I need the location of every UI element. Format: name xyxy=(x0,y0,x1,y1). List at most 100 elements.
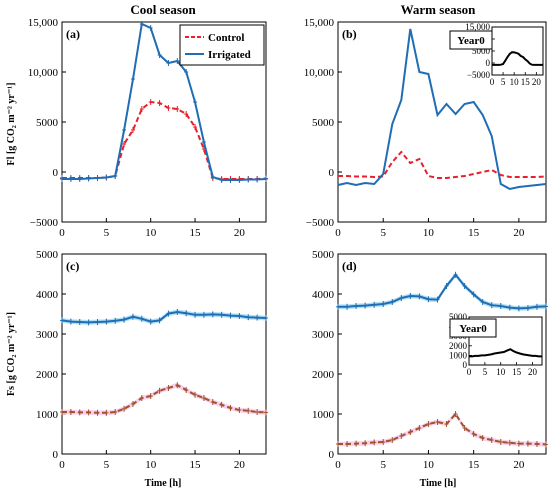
data-point xyxy=(113,173,118,179)
column-title-warm: Warm season xyxy=(401,2,477,17)
data-point xyxy=(104,318,109,325)
data-point xyxy=(77,176,82,182)
y-tick-label: 2000 xyxy=(312,369,335,381)
data-point xyxy=(354,303,359,309)
data-point xyxy=(130,127,135,133)
data-point xyxy=(95,409,100,416)
x-tick-label: 10 xyxy=(145,459,157,471)
data-point xyxy=(462,425,467,431)
data-point xyxy=(139,106,144,112)
x-tick-label: 20 xyxy=(513,227,525,239)
data-point xyxy=(426,421,431,427)
data-point xyxy=(77,409,82,416)
data-point xyxy=(534,303,539,310)
data-point xyxy=(166,310,171,317)
legend: Control Irrigated xyxy=(179,24,265,66)
fs-ylabel: Fs [g CO₂ m⁻² yr⁻¹] xyxy=(6,312,17,396)
y-tick-label: 15,000 xyxy=(304,17,335,29)
data-point xyxy=(264,176,268,182)
panel-label: (b) xyxy=(342,27,357,41)
legend-control-label: Control xyxy=(208,32,244,44)
series-line xyxy=(337,28,547,191)
y-tick-label: 2000 xyxy=(36,369,59,381)
x-tick-label: 15 xyxy=(468,227,480,239)
x-tick-label: 5 xyxy=(380,227,386,239)
data-point xyxy=(246,314,251,321)
data-point xyxy=(201,395,206,401)
data-point xyxy=(264,315,268,321)
plot-frame xyxy=(61,253,267,455)
data-point xyxy=(201,139,206,145)
data-point xyxy=(122,316,127,323)
inset-x-tick-label: 0 xyxy=(467,367,472,377)
inset-label: Year0 xyxy=(459,323,487,335)
data-point xyxy=(255,176,260,183)
data-point xyxy=(219,177,224,183)
inset-x-tick-label: 10 xyxy=(496,367,506,377)
data-point xyxy=(480,299,485,305)
series-irrigated xyxy=(60,309,268,326)
data-point xyxy=(201,311,206,318)
data-point xyxy=(417,425,422,431)
y-tick-label: 0 xyxy=(329,449,335,461)
data-point xyxy=(498,303,503,309)
series-line xyxy=(62,100,267,180)
data-point xyxy=(148,25,153,31)
inset: 01000200030004000500005101520Year0 xyxy=(449,312,543,377)
inset-label-box xyxy=(449,30,493,50)
x-tick-label: 20 xyxy=(513,459,525,471)
series-line xyxy=(338,412,547,446)
data-point xyxy=(237,407,242,413)
data-point xyxy=(184,387,189,393)
x-tick-label: 0 xyxy=(59,459,65,471)
data-point xyxy=(390,437,395,443)
y-tick-label: 10,000 xyxy=(28,67,59,79)
data-point xyxy=(444,421,449,427)
data-point xyxy=(184,111,189,117)
data-point xyxy=(68,409,73,415)
x-tick-label: 20 xyxy=(234,459,246,471)
data-point xyxy=(68,318,73,325)
y-tick-label: 0 xyxy=(53,449,59,461)
data-point xyxy=(507,439,512,446)
data-point xyxy=(435,296,440,303)
series-line xyxy=(62,384,267,414)
data-point xyxy=(68,176,73,182)
x-tick-label: 0 xyxy=(335,227,341,239)
y-tick-label: 4000 xyxy=(36,289,59,301)
data-point xyxy=(444,283,449,289)
data-point xyxy=(175,309,180,315)
panel-label: (c) xyxy=(66,259,79,273)
data-point xyxy=(139,395,144,401)
data-point xyxy=(175,382,180,389)
data-point xyxy=(381,301,386,307)
series-irrigated xyxy=(336,271,548,312)
data-point xyxy=(246,407,251,414)
data-point xyxy=(417,293,422,300)
data-point xyxy=(237,313,242,319)
x-tick-label: 10 xyxy=(423,459,435,471)
inset-y-tick-label: 15,000 xyxy=(465,22,490,32)
y-tick-label: 0 xyxy=(329,167,335,179)
data-point xyxy=(399,433,404,439)
data-point xyxy=(130,401,135,407)
y-tick-label: 1000 xyxy=(312,409,335,421)
inset-x-tick-label: 15 xyxy=(512,367,522,377)
y-tick-label: −5000 xyxy=(30,217,59,229)
data-point xyxy=(471,431,476,437)
series-control xyxy=(338,150,547,179)
data-point xyxy=(489,302,494,309)
x-tick-label: 15 xyxy=(190,227,202,239)
data-point xyxy=(77,319,82,325)
data-point xyxy=(228,177,233,183)
data-point xyxy=(210,174,215,180)
data-point xyxy=(525,440,530,447)
fl-ylabel: Fl [g CO₂ m⁻² yr⁻¹] xyxy=(6,83,17,166)
data-point xyxy=(148,318,153,325)
inset-label: Year0 xyxy=(457,35,485,47)
x-tick-label: 15 xyxy=(468,459,480,471)
data-point xyxy=(336,303,340,310)
data-point xyxy=(498,439,503,445)
